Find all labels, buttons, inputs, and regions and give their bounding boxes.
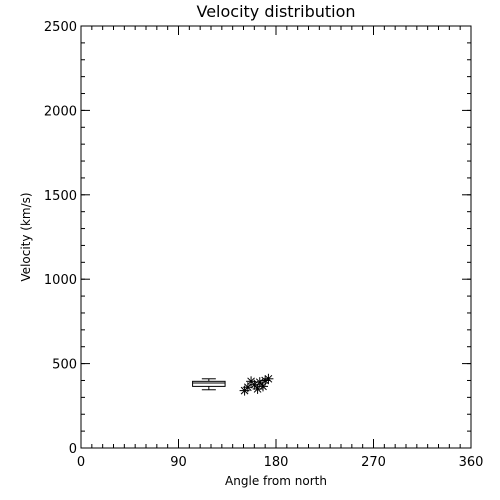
y-axis-label: Velocity (km/s) bbox=[19, 192, 33, 281]
boxplot bbox=[192, 378, 226, 391]
x-tick-label: 360 bbox=[459, 455, 484, 470]
x-tick-label: 90 bbox=[170, 455, 187, 470]
y-tick-label: 500 bbox=[52, 358, 77, 373]
y-tick-label: 2000 bbox=[44, 104, 77, 119]
x-tick-label: 270 bbox=[361, 455, 386, 470]
data-points bbox=[239, 373, 274, 396]
x-axis-label: Angle from north bbox=[225, 474, 327, 488]
y-tick-label: 2500 bbox=[44, 20, 77, 35]
y-tick-label: 1000 bbox=[44, 273, 77, 288]
x-tick-label: 0 bbox=[77, 455, 85, 470]
chart-title: Velocity distribution bbox=[196, 2, 355, 21]
x-tick-label: 180 bbox=[264, 455, 289, 470]
plot-frame bbox=[80, 25, 472, 449]
axis-ticks bbox=[80, 25, 472, 449]
y-tick-label: 1500 bbox=[44, 189, 77, 204]
data-point bbox=[263, 373, 274, 384]
y-tick-label: 0 bbox=[69, 442, 77, 457]
box bbox=[192, 380, 226, 387]
y-tick-labels: 0 500 1000 1500 2000 2500 bbox=[44, 20, 77, 457]
x-tick-labels: 0 90 180 270 360 bbox=[77, 455, 484, 470]
